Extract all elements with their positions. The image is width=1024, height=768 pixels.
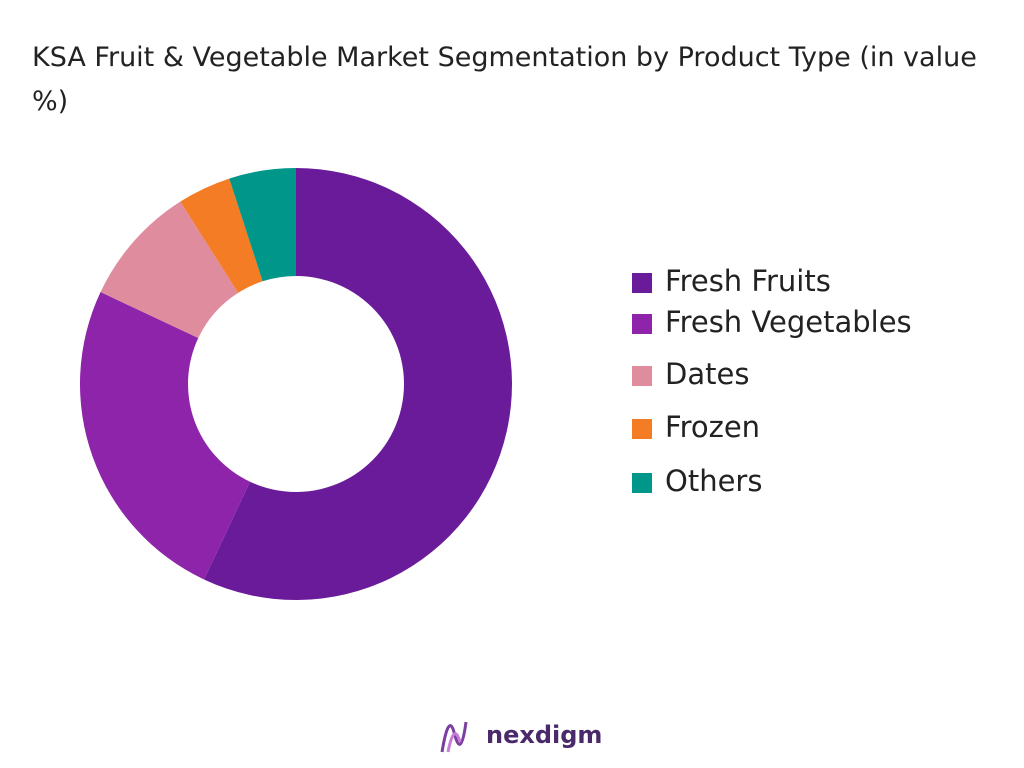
logo-text: nexdigm [486,721,602,749]
slice [229,168,296,282]
slice [79,292,251,580]
legend-swatch [632,419,652,439]
legend-label: Fresh Fruits [665,264,831,298]
legend-label: Frozen [665,410,760,444]
slice [180,178,263,293]
legend-swatch [632,314,652,334]
legend-swatch [632,273,652,293]
legend-swatch [632,473,652,493]
legend-label: Fresh Vegetables [665,305,912,339]
chart-title: KSA Fruit & Vegetable Market Segmentatio… [32,42,977,117]
legend-label: Others [665,464,762,498]
legend-swatch [632,366,652,386]
logo-icon [440,721,468,753]
slice [204,168,512,600]
slice [100,201,239,339]
legend-label: Dates [665,357,749,391]
